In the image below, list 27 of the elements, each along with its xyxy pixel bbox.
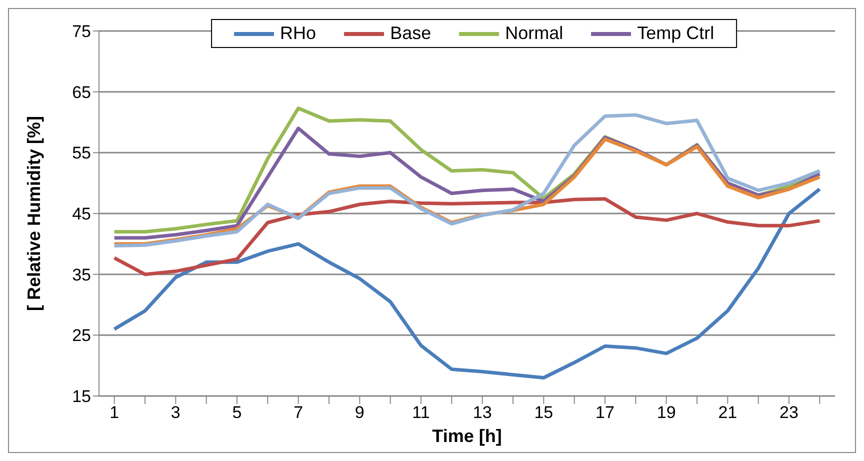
x-tick-label: 23 (780, 403, 798, 422)
x-tick-label: 19 (656, 403, 676, 422)
x-tick-label: 15 (534, 403, 554, 422)
x-axis-title: Time [h] (432, 426, 502, 446)
y-tick-label: 15 (72, 387, 91, 406)
y-tick-label: 75 (72, 22, 91, 42)
y-tick-label: 55 (72, 144, 91, 163)
x-tick-label: 5 (232, 403, 242, 422)
legend-label: Base (390, 23, 432, 44)
x-tick-label: 13 (472, 403, 492, 422)
line-series (112, 187, 822, 380)
y-tick-label: 45 (72, 204, 91, 224)
legend-label: RHo (280, 23, 316, 44)
x-tick-label: 17 (596, 403, 614, 422)
line-series (112, 197, 822, 276)
x-tick-label: 9 (354, 403, 364, 422)
x-tick-label: 21 (718, 403, 738, 422)
y-tick-label: 65 (72, 82, 91, 102)
x-tick-label: 1 (110, 403, 120, 422)
y-tick-label: 25 (72, 326, 91, 346)
legend-label: Normal (505, 23, 564, 44)
legend-label: Temp Ctrl (637, 23, 714, 44)
x-tick-label: 11 (412, 403, 430, 422)
y-axis-title: [ Relative Humidity [%] (24, 116, 44, 312)
x-tick-label: 3 (170, 403, 180, 422)
x-tick-label: 7 (294, 403, 304, 422)
y-tick-label: 35 (72, 265, 91, 284)
